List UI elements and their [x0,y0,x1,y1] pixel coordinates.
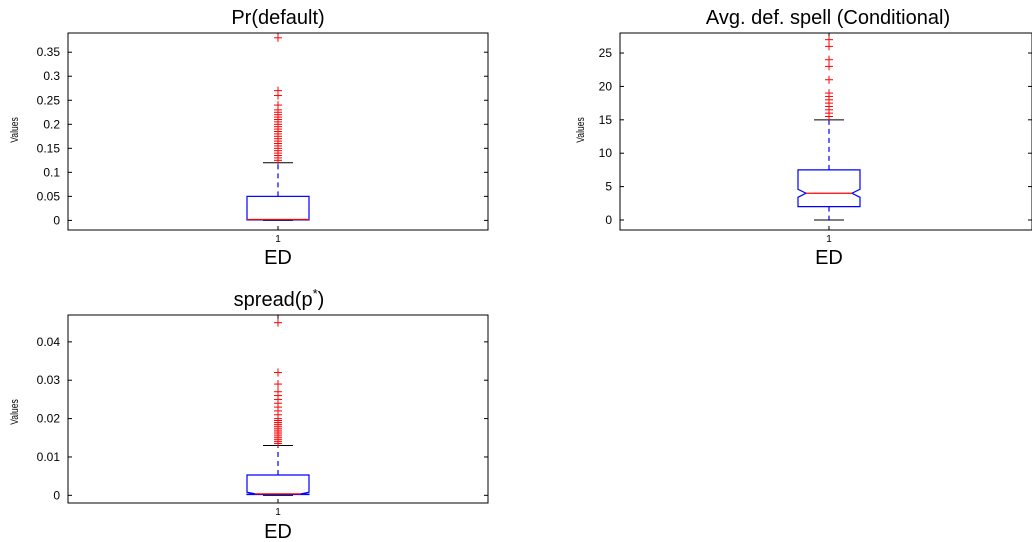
x-axis-label: ED [815,247,843,269]
outlier-point [825,75,833,84]
plot-content: 0 0.01 0.02 0.03 0.04 1 [37,315,488,518]
outlier-point [825,35,833,44]
y-tick-label: 0 [605,213,612,227]
x-axis-label: ED [264,521,292,542]
chart-title: Avg. def. spell (Conditional) [706,7,950,29]
y-tick-label: 0.04 [37,335,61,349]
outlier-point [274,86,282,95]
outlier-point [274,318,282,327]
chart-title: Pr(default) [231,7,324,29]
outlier-point [825,62,833,71]
y-tick-label: 25 [599,46,613,60]
outlier-point [825,55,833,64]
box [246,195,310,221]
y-tick-label: 0 [53,488,60,502]
plot-content: 0 0.05 0.1 0.15 0.2 0.25 0.3 0.35 1 [37,33,488,245]
box [246,474,310,496]
outlier-point [825,89,833,98]
chart-title-superscript: * [313,286,318,301]
y-tick-label: 0.01 [37,450,61,464]
outlier-point [274,387,282,396]
outlier-point [274,33,282,42]
y-tick-label: 0.02 [37,412,61,426]
y-tick-label: 10 [599,146,613,160]
y-tick-label: 0 [53,213,60,227]
chart-pr-default: Pr(default) Values ED 0 0.05 0.1 0.15 0.2 0.2… [9,7,489,269]
chart-title-end: ) [318,289,325,311]
plot-area [619,32,1032,231]
chart-title: spread(p*) [234,286,325,311]
y-axis-label: Values [9,117,21,143]
outlier-point [825,42,833,51]
y-tick-label: 20 [599,79,613,93]
y-tick-label: 0.03 [37,373,61,387]
chart-title-base: spread(p [234,289,313,311]
box [797,169,861,208]
y-tick-label: 0.3 [43,69,60,83]
y-tick-label: 0.2 [43,117,60,131]
y-axis-label: Values [9,399,21,425]
outlier-point [274,368,282,377]
chart-spread: spread(p*) Values ED 0 0.01 0.02 0.03 0.04 1 [9,286,489,542]
y-tick-label: 0.25 [37,93,61,107]
y-tick-label: 5 [605,180,612,194]
outlier-point [274,380,282,389]
plot-content: 0 5 10 15 20 25 1 [599,33,1032,245]
y-tick-label: 0.1 [43,165,60,179]
x-axis-label: ED [264,247,292,269]
x-tick-label: 1 [275,234,281,245]
y-axis-label: Values [575,117,587,143]
y-tick-label: 0.35 [37,45,61,59]
outlier-point [274,101,282,110]
x-tick-label: 1 [275,507,281,518]
x-tick-label: 1 [826,234,832,245]
y-tick-label: 0.15 [37,141,61,155]
y-tick-label: 0.05 [37,189,61,203]
chart-avg-def-spell: Avg. def. spell (Conditional) Values ED … [575,7,1032,269]
y-tick-label: 15 [599,113,613,127]
